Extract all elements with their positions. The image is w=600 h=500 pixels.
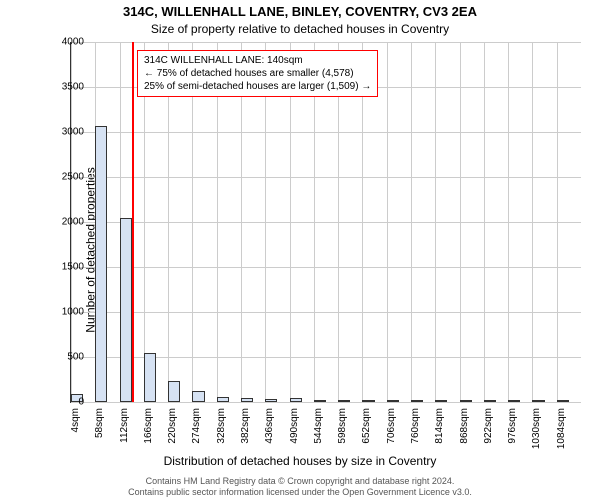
- x-tick-label: 598sqm: [337, 408, 348, 458]
- y-tick-label: 500: [44, 352, 84, 363]
- annotation-box: 314C WILLENHALL LANE: 140sqm← 75% of det…: [137, 50, 378, 97]
- gridline-vertical: [435, 42, 436, 402]
- y-tick-label: 4000: [44, 37, 84, 48]
- x-tick-label: 166sqm: [143, 408, 154, 458]
- gridline-vertical: [387, 42, 388, 402]
- annotation-line: 314C WILLENHALL LANE: 140sqm: [144, 54, 371, 67]
- x-tick-label: 4sqm: [70, 408, 81, 458]
- gridline-horizontal: [71, 267, 581, 268]
- chart-title: 314C, WILLENHALL LANE, BINLEY, COVENTRY,…: [0, 4, 600, 19]
- plot-area: 314C WILLENHALL LANE: 140sqm← 75% of det…: [70, 42, 581, 403]
- x-tick-label: 112sqm: [119, 408, 130, 458]
- histogram-bar: [508, 400, 520, 402]
- y-tick-label: 3500: [44, 82, 84, 93]
- y-tick-label: 3000: [44, 127, 84, 138]
- x-tick-label: 868sqm: [459, 408, 470, 458]
- x-tick-label: 976sqm: [507, 408, 518, 458]
- footer-line-1: Contains HM Land Registry data © Crown c…: [0, 476, 600, 487]
- gridline-horizontal: [71, 177, 581, 178]
- histogram-bar: [460, 400, 472, 402]
- y-tick-label: 2000: [44, 217, 84, 228]
- gridline-vertical: [532, 42, 533, 402]
- chart-container: 314C, WILLENHALL LANE, BINLEY, COVENTRY,…: [0, 0, 600, 500]
- histogram-bar: [168, 381, 180, 402]
- x-tick-label: 490sqm: [289, 408, 300, 458]
- x-tick-label: 382sqm: [240, 408, 251, 458]
- histogram-bar: [265, 399, 277, 402]
- x-tick-label: 1030sqm: [531, 408, 542, 458]
- histogram-bar: [532, 400, 544, 402]
- histogram-bar: [290, 398, 302, 402]
- histogram-bar: [144, 353, 156, 402]
- annotation-line: ← 75% of detached houses are smaller (4,…: [144, 67, 371, 80]
- gridline-horizontal: [71, 222, 581, 223]
- y-tick-label: 1500: [44, 262, 84, 273]
- histogram-bar: [362, 400, 374, 402]
- gridline-horizontal: [71, 312, 581, 313]
- x-tick-label: 436sqm: [264, 408, 275, 458]
- gridline-horizontal: [71, 42, 581, 43]
- histogram-bar: [95, 126, 107, 402]
- x-tick-label: 652sqm: [361, 408, 372, 458]
- y-tick-label: 1000: [44, 307, 84, 318]
- histogram-bar: [557, 400, 569, 402]
- x-tick-label: 706sqm: [386, 408, 397, 458]
- histogram-bar: [484, 400, 496, 402]
- gridline-vertical: [460, 42, 461, 402]
- histogram-bar: [411, 400, 423, 402]
- histogram-bar: [192, 391, 204, 402]
- histogram-bar: [241, 398, 253, 402]
- x-tick-label: 1084sqm: [556, 408, 567, 458]
- chart-subtitle: Size of property relative to detached ho…: [0, 22, 600, 36]
- x-tick-label: 58sqm: [94, 408, 105, 458]
- footer-text: Contains HM Land Registry data © Crown c…: [0, 476, 600, 498]
- x-tick-label: 328sqm: [216, 408, 227, 458]
- x-tick-label: 274sqm: [191, 408, 202, 458]
- footer-line-2: Contains public sector information licen…: [0, 487, 600, 498]
- gridline-horizontal: [71, 402, 581, 403]
- y-tick-label: 0: [44, 397, 84, 408]
- x-tick-label: 922sqm: [483, 408, 494, 458]
- histogram-bar: [120, 218, 132, 403]
- x-tick-label: 220sqm: [167, 408, 178, 458]
- histogram-bar: [338, 400, 350, 402]
- gridline-vertical: [484, 42, 485, 402]
- gridline-horizontal: [71, 132, 581, 133]
- gridline-vertical: [411, 42, 412, 402]
- histogram-bar: [387, 400, 399, 402]
- marker-line: [132, 42, 134, 402]
- annotation-line: 25% of semi-detached houses are larger (…: [144, 80, 371, 93]
- gridline-vertical: [557, 42, 558, 402]
- histogram-bar: [217, 397, 229, 402]
- histogram-bar: [435, 400, 447, 402]
- y-tick-label: 2500: [44, 172, 84, 183]
- gridline-vertical: [508, 42, 509, 402]
- x-tick-label: 814sqm: [434, 408, 445, 458]
- x-tick-label: 760sqm: [410, 408, 421, 458]
- x-tick-label: 544sqm: [313, 408, 324, 458]
- histogram-bar: [314, 400, 326, 402]
